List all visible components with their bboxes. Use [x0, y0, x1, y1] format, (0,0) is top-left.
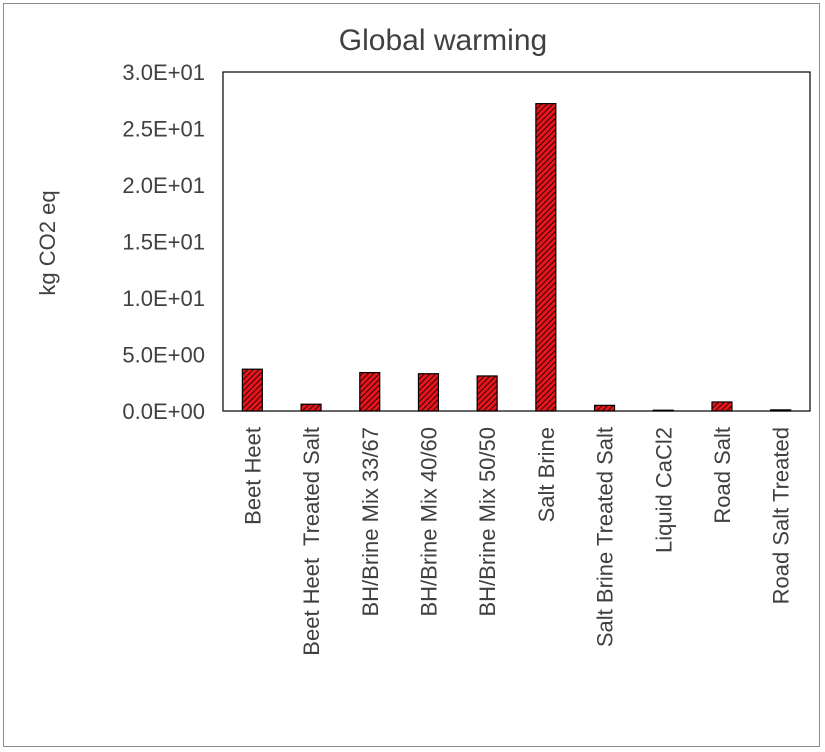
- x-tick-label: BH/Brine Mix 33/67: [358, 427, 383, 617]
- x-tick-label: Salt Brine: [534, 427, 559, 522]
- y-tick-label: 1.0E+01: [122, 286, 205, 311]
- x-tick-label: Beet Heet Treated Salt: [299, 427, 324, 656]
- x-tick-label: Beet Heet: [240, 427, 265, 525]
- bar: [535, 103, 557, 412]
- x-tick-label: Road Salt Treated: [769, 427, 794, 604]
- bar: [711, 401, 733, 412]
- bar: [241, 368, 263, 412]
- bar: [476, 375, 498, 412]
- x-tick-label: Salt Brine Treated Salt: [593, 427, 618, 647]
- x-tick-label: Liquid CaCl2: [651, 427, 676, 553]
- y-axis-ticks: 0.0E+00 5.0E+00 1.0E+01 1.5E+01 2.0E+01 2.5E+…: [122, 60, 205, 424]
- x-axis-tick-labels: Beet Heet Beet Heet Treated Salt BH/Brine …: [240, 427, 793, 656]
- bars: [241, 103, 792, 412]
- y-tick-label: 5.0E+00: [122, 343, 205, 368]
- y-tick-label: 2.5E+01: [122, 117, 205, 142]
- x-tick-label: Road Salt: [710, 427, 735, 524]
- bar: [593, 404, 616, 412]
- bar: [300, 403, 322, 412]
- y-tick-label: 0.0E+00: [122, 399, 205, 424]
- x-tick-label: BH/Brine Mix 50/50: [475, 427, 500, 617]
- chart-frame: [3, 3, 820, 747]
- bar: [770, 409, 792, 412]
- y-tick-label: 2.0E+01: [122, 173, 205, 198]
- y-axis-title: kg CO2 eq: [35, 190, 60, 295]
- chart-title: Global warming: [339, 24, 547, 57]
- bar: [359, 371, 381, 412]
- bar: [417, 373, 440, 412]
- bar: [652, 409, 674, 412]
- plot-area: [222, 71, 811, 412]
- x-tick-label: BH/Brine Mix 40/60: [416, 427, 441, 617]
- y-tick-label: 1.5E+01: [122, 230, 205, 255]
- y-tick-label: 3.0E+01: [122, 60, 205, 85]
